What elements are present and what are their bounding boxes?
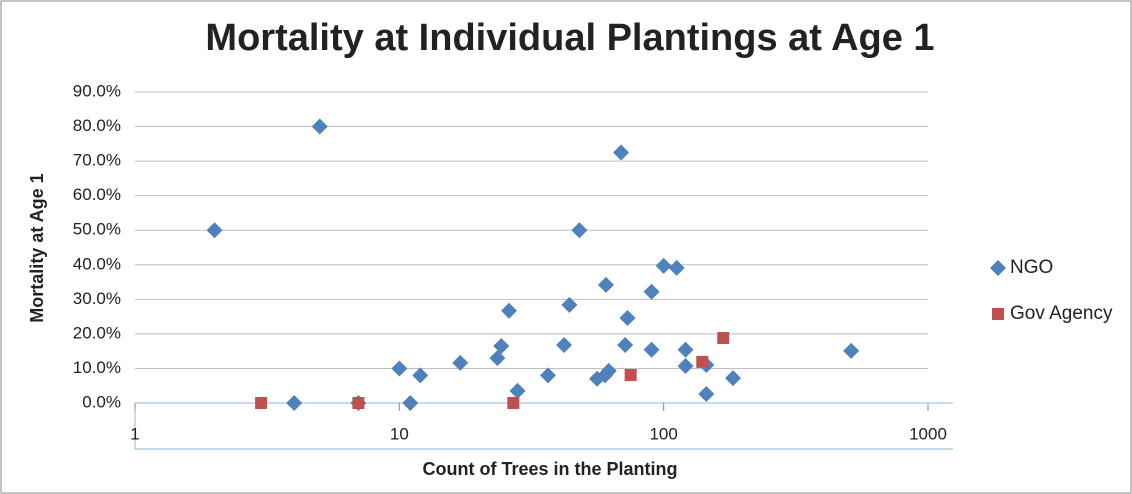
- point: [643, 341, 660, 358]
- point: [655, 257, 672, 274]
- y-tick-label: 0.0%: [82, 392, 121, 411]
- point: [643, 283, 660, 300]
- point: [352, 397, 365, 409]
- y-tick-label: 70.0%: [73, 151, 121, 170]
- point: [286, 395, 303, 411]
- point: [255, 397, 268, 409]
- point: [698, 386, 715, 403]
- y-axis-label: Mortality at Age 1: [27, 173, 47, 322]
- point: [391, 360, 408, 377]
- point: [402, 395, 419, 411]
- legend-marker: [990, 260, 1006, 276]
- legend-marker: [992, 308, 1004, 320]
- y-tick-label: 10.0%: [73, 358, 121, 377]
- point: [600, 362, 617, 379]
- y-tick-label: 40.0%: [73, 254, 121, 273]
- point: [725, 370, 742, 387]
- chart-title: Mortality at Individual Plantings at Age…: [205, 17, 934, 59]
- legend-label: Gov Agency: [1010, 303, 1113, 324]
- point: [412, 367, 429, 384]
- y-tick-label: 50.0%: [73, 220, 121, 239]
- point: [619, 309, 636, 326]
- point: [717, 332, 730, 345]
- x-tick-label: 1: [130, 424, 139, 443]
- point: [489, 350, 506, 367]
- x-axis-label: Count of Trees in the Planting: [422, 459, 677, 479]
- point: [613, 144, 630, 161]
- point: [539, 367, 556, 384]
- point: [206, 222, 223, 239]
- point: [668, 259, 685, 276]
- point: [501, 302, 518, 319]
- y-tick-label: 30.0%: [73, 289, 121, 308]
- point: [843, 342, 860, 359]
- point: [617, 336, 634, 353]
- y-tick-label: 80.0%: [73, 116, 121, 135]
- point: [507, 397, 520, 409]
- y-tick-label: 60.0%: [73, 185, 121, 204]
- point: [677, 341, 694, 358]
- point: [561, 296, 578, 313]
- x-tick-label: 100: [649, 424, 677, 443]
- x-tick-label: 10: [390, 424, 409, 443]
- point: [696, 355, 709, 368]
- legend-label: NGO: [1010, 257, 1053, 278]
- point: [571, 222, 588, 239]
- point: [452, 354, 469, 371]
- point: [509, 382, 526, 399]
- x-tick-label: 1000: [909, 424, 947, 443]
- point: [677, 358, 694, 375]
- y-tick-label: 90.0%: [73, 81, 121, 100]
- y-tick-label: 20.0%: [73, 323, 121, 342]
- point: [493, 337, 510, 354]
- point: [311, 118, 328, 135]
- point: [597, 276, 614, 293]
- point: [556, 336, 573, 353]
- point: [624, 369, 637, 382]
